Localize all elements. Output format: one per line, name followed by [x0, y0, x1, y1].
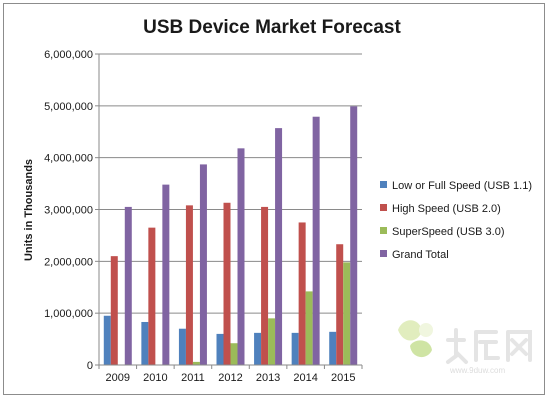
y-tick-labels: 0 1,000,000 2,000,000 3,000,000 4,000,000 5,0…	[44, 49, 93, 372]
bar	[350, 106, 358, 365]
y-tick-label: 1,000,000	[44, 308, 93, 320]
bar	[254, 332, 262, 365]
bar	[305, 291, 313, 365]
bar	[162, 184, 170, 365]
legend-label: Grand Total	[392, 249, 449, 261]
bar	[110, 256, 118, 365]
legend-swatch	[380, 250, 387, 257]
axes	[95, 53, 363, 369]
x-tick-label: 2011	[181, 372, 205, 384]
bar	[275, 128, 283, 365]
x-tick-label: 2013	[256, 372, 280, 384]
bar	[312, 116, 320, 366]
y-tick-label: 6,000,000	[44, 49, 93, 61]
bar	[230, 343, 238, 365]
y-tick-label: 5,000,000	[44, 101, 93, 113]
x-tick-labels: 2009 2010 2011 2012 2013 2014 2015	[106, 372, 356, 384]
bar	[148, 227, 156, 365]
x-tick-label: 2010	[143, 372, 167, 384]
bar	[298, 222, 306, 365]
x-tick-label: 2015	[331, 372, 355, 384]
x-tick-label: 2009	[106, 372, 130, 384]
watermark-wordmark	[446, 328, 532, 364]
bar	[329, 331, 337, 365]
bar	[199, 164, 207, 365]
bar	[192, 361, 200, 365]
legend-label: Low or Full Speed (USB 1.1)	[392, 180, 532, 192]
y-tick-label: 0	[87, 360, 93, 372]
bar	[124, 206, 132, 365]
bar	[261, 206, 269, 365]
watermark-logo: www.9duw.com	[398, 320, 532, 375]
watermark-url: www.9duw.com	[449, 366, 505, 375]
y-tick-label: 4,000,000	[44, 153, 93, 165]
y-tick-label: 2,000,000	[44, 256, 93, 268]
y-axis-label: Units in Thousands	[23, 159, 35, 261]
bar	[343, 262, 351, 365]
bar	[216, 333, 224, 365]
bar	[268, 318, 276, 365]
bar	[141, 321, 149, 365]
bar	[336, 244, 344, 365]
legend-label: High Speed (USB 2.0)	[392, 203, 501, 215]
legend: Low or Full Speed (USB 1.1) High Speed (U…	[380, 180, 532, 261]
x-tick-label: 2014	[293, 372, 317, 384]
bars	[103, 106, 358, 366]
bar	[103, 315, 111, 365]
legend-label: SuperSpeed (USB 3.0)	[392, 226, 505, 238]
chart-title: USB Device Market Forecast	[143, 17, 401, 38]
x-tick-label: 2012	[218, 372, 242, 384]
bar	[291, 332, 299, 365]
bar	[237, 148, 245, 365]
legend-swatch	[380, 204, 387, 211]
bar	[223, 202, 231, 365]
bar	[178, 328, 186, 365]
bar	[185, 205, 193, 365]
legend-swatch	[380, 227, 387, 234]
y-tick-label: 3,000,000	[44, 205, 93, 217]
legend-swatch	[380, 181, 387, 188]
